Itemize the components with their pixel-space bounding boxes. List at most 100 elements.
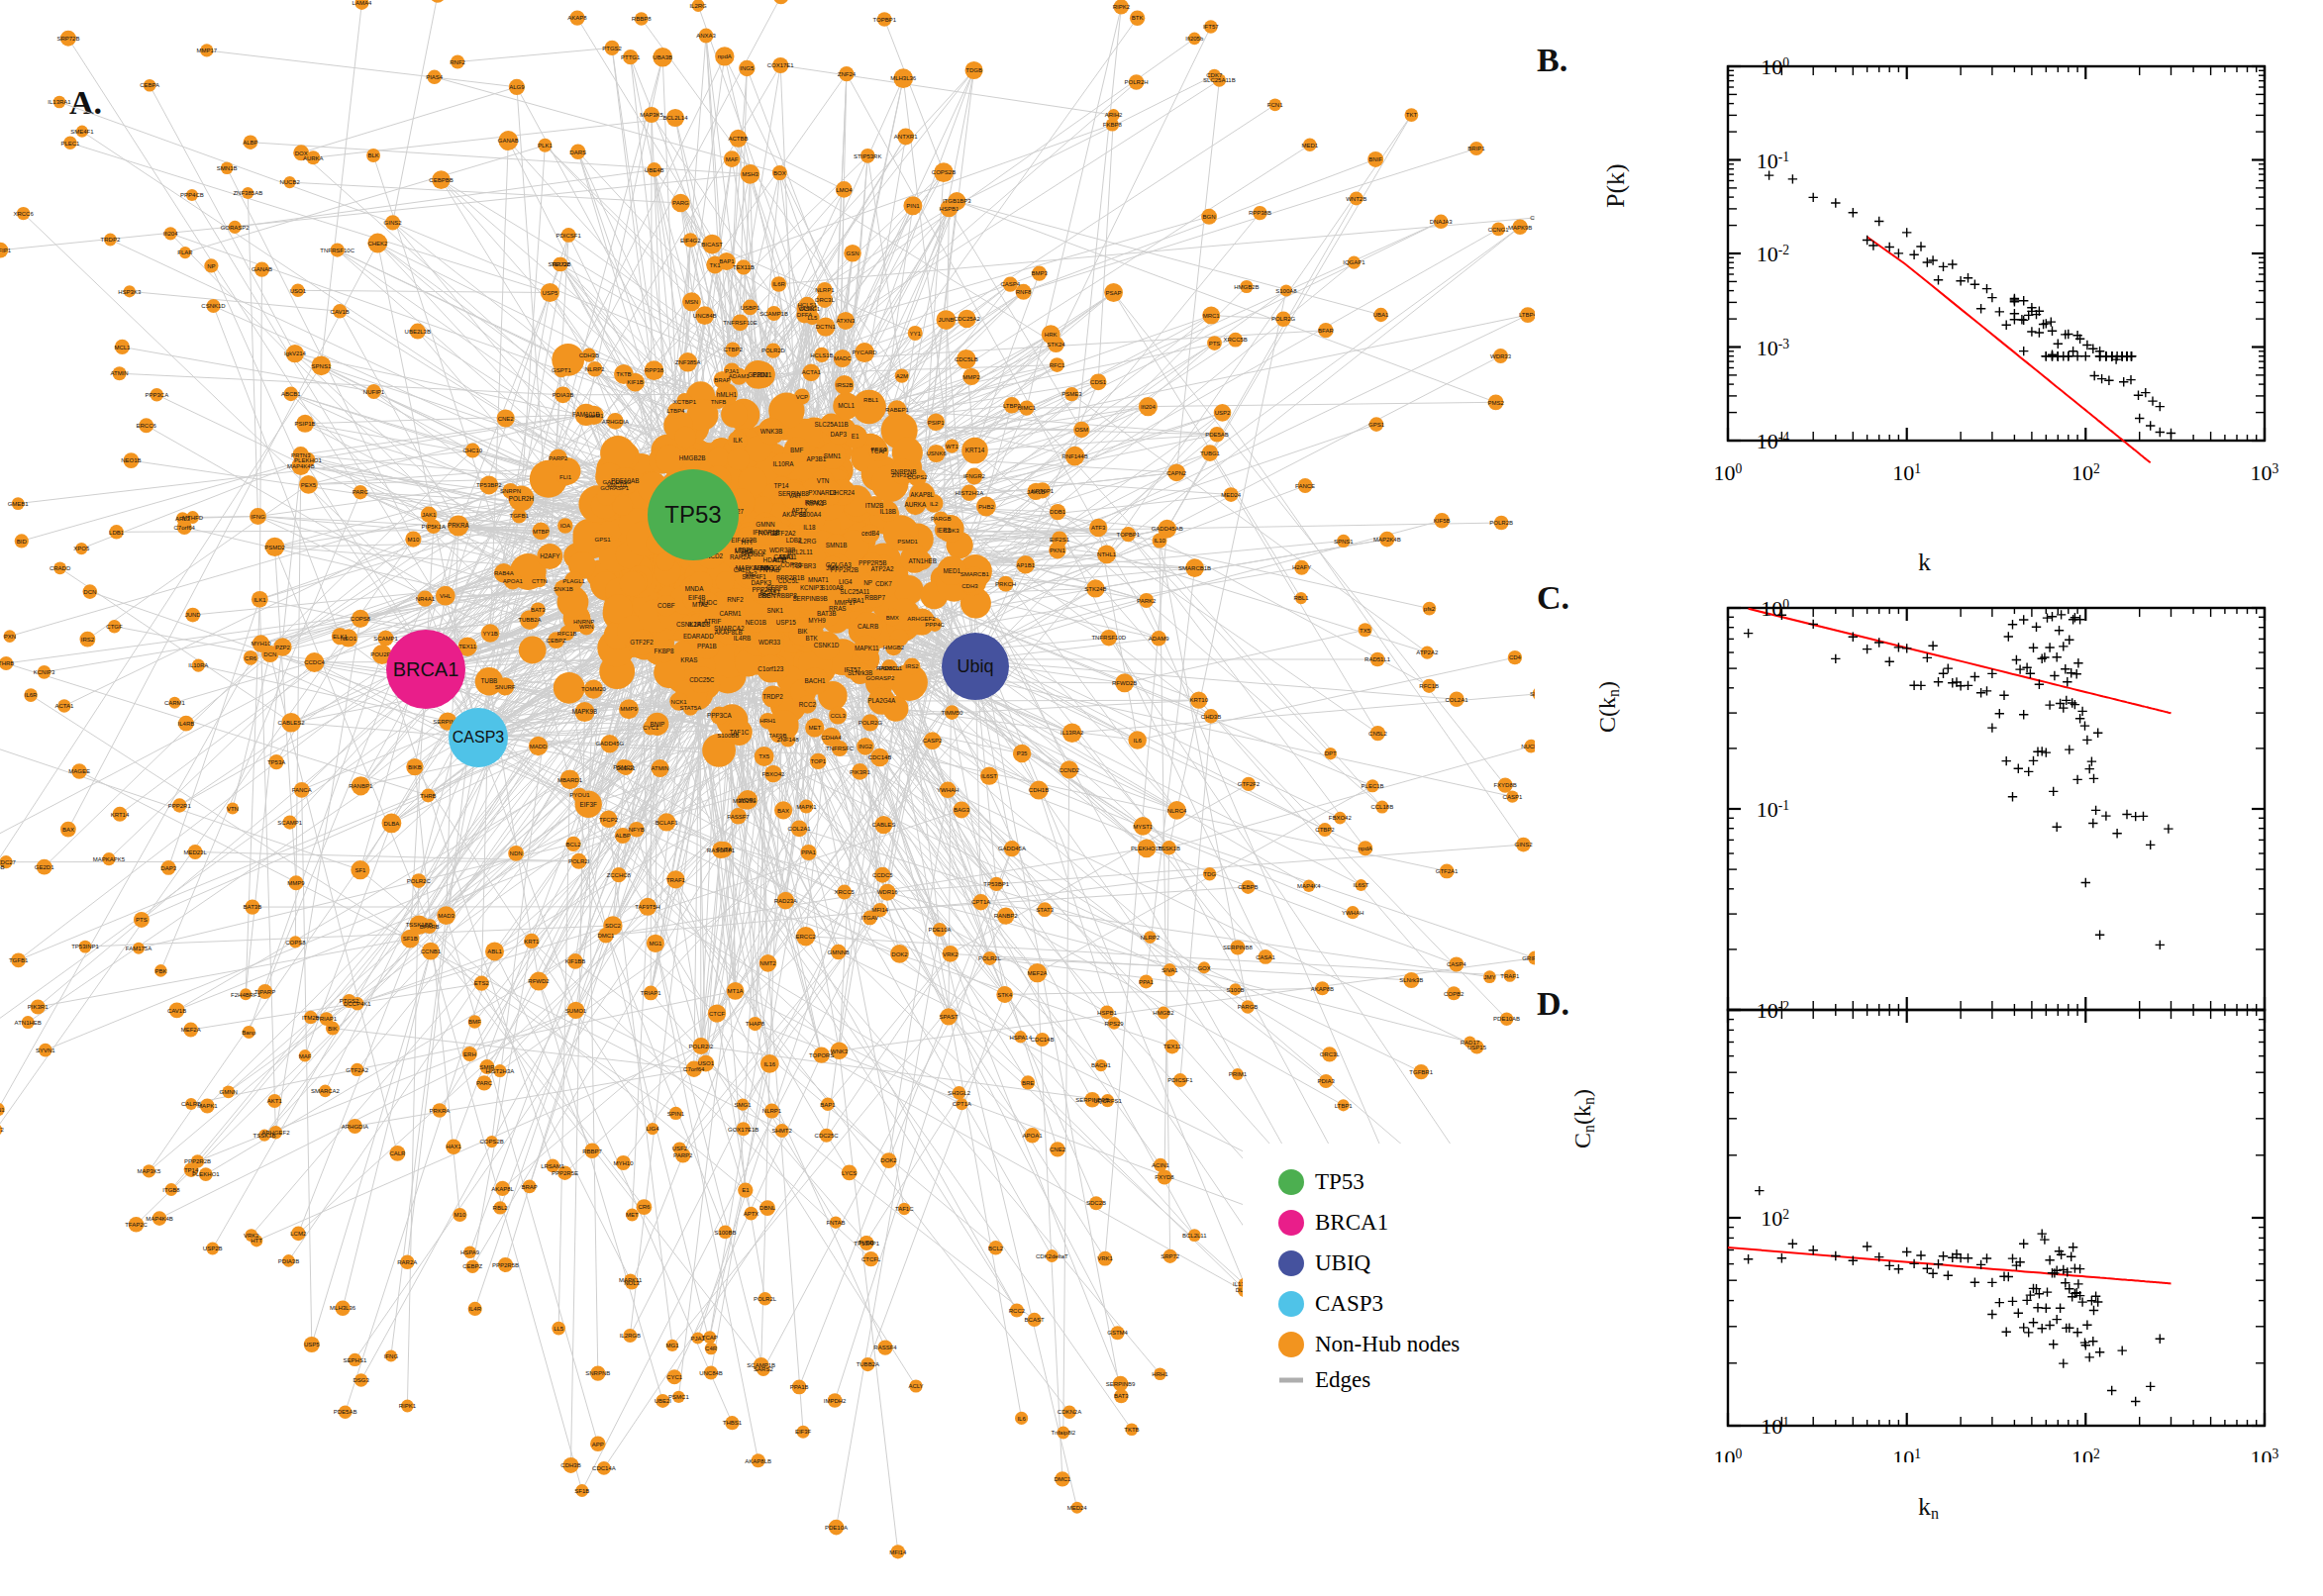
svg-text:BAP1: BAP1 xyxy=(820,1102,836,1108)
svg-text:IL4RB: IL4RB xyxy=(178,721,195,727)
svg-text:C1orf123: C1orf123 xyxy=(1530,215,1535,221)
svg-text:PDE10AB: PDE10AB xyxy=(1493,1016,1520,1022)
svg-text:RBL1: RBL1 xyxy=(863,397,879,403)
svg-text:SMARCB1B: SMARCB1B xyxy=(1178,565,1211,571)
svg-text:RFC1: RFC1 xyxy=(1050,362,1065,368)
svg-text:RASGRF1: RASGRF1 xyxy=(707,848,736,853)
svg-text:PPA1: PPA1 xyxy=(1139,979,1155,985)
svg-text:SLC25A11B: SLC25A11B xyxy=(814,421,848,428)
svg-text:CTTN: CTTN xyxy=(532,578,548,584)
svg-text:BNIF: BNIF xyxy=(1368,156,1382,162)
svg-text:MET: MET xyxy=(808,725,821,731)
svg-text:TSSK1BB: TSSK1BB xyxy=(406,922,433,928)
svg-text:NLRP2: NLRP2 xyxy=(1141,935,1161,941)
svg-text:LIG4: LIG4 xyxy=(646,1126,659,1132)
svg-text:GOX17E1B: GOX17E1B xyxy=(728,1127,758,1133)
svg-text:PIK3R1: PIK3R1 xyxy=(28,1004,49,1010)
svg-text:IL6ST: IL6ST xyxy=(1353,882,1368,888)
svg-text:TFAP2C: TFAP2C xyxy=(125,1222,148,1228)
svg-text:TOPBP1: TOPBP1 xyxy=(1117,532,1141,538)
svg-text:IFNG: IFNG xyxy=(251,514,265,520)
svg-text:GINS2: GINS2 xyxy=(384,220,403,226)
svg-text:ITGAV: ITGAV xyxy=(861,915,879,921)
svg-text:IFT57: IFT57 xyxy=(845,666,861,673)
svg-text:SNK1B: SNK1B xyxy=(554,586,573,592)
svg-text:TSSK1B: TSSK1B xyxy=(253,1133,276,1139)
svg-text:E1: E1 xyxy=(742,1187,750,1193)
svg-text:RBBP8: RBBP8 xyxy=(632,16,652,22)
svg-text:M10: M10 xyxy=(454,1212,466,1218)
svg-text:LAMA4: LAMA4 xyxy=(353,0,372,6)
svg-text:PTTG1: PTTG1 xyxy=(621,54,641,60)
svg-text:SCAMP1B: SCAMP1B xyxy=(759,311,788,317)
svg-text:PDICSF1: PDICSF1 xyxy=(1167,1077,1193,1083)
svg-text:VCP: VCP xyxy=(796,394,808,400)
svg-text:IL4RB: IL4RB xyxy=(734,635,752,642)
svg-text:COPB2: COPB2 xyxy=(1444,991,1464,997)
svg-text:CASP3: CASP3 xyxy=(453,729,505,746)
svg-text:TNFRSFC: TNFRSFC xyxy=(826,746,855,751)
svg-text:CEBPBB: CEBPBB xyxy=(429,177,453,183)
svg-text:ALG9: ALG9 xyxy=(509,84,525,90)
svg-text:BAT3: BAT3 xyxy=(531,607,546,613)
svg-text:AKAP8B: AKAP8B xyxy=(1311,986,1334,992)
svg-text:STAT5A: STAT5A xyxy=(679,705,701,711)
svg-text:Ifi204: Ifi204 xyxy=(163,231,178,237)
svg-text:E1: E1 xyxy=(852,433,859,440)
svg-text:IL2RG: IL2RG xyxy=(798,538,816,545)
svg-text:APOA1: APOA1 xyxy=(1022,1133,1043,1139)
svg-text:IL6R: IL6R xyxy=(772,281,785,287)
svg-text:AKAP8L: AKAP8L xyxy=(491,1186,514,1192)
svg-text:CPT1A: CPT1A xyxy=(971,899,990,905)
svg-text:USP15: USP15 xyxy=(1467,1045,1487,1050)
svg-text:DSG3: DSG3 xyxy=(354,1377,370,1383)
svg-text:XPO5: XPO5 xyxy=(73,546,90,551)
svg-text:DAP3: DAP3 xyxy=(830,431,847,438)
svg-text:IL13RA1: IL13RA1 xyxy=(48,99,71,105)
svg-text:YY1B: YY1B xyxy=(482,631,497,637)
svg-text:MRC1: MRC1 xyxy=(1203,313,1221,319)
svg-text:MAPK1: MAPK1 xyxy=(796,804,817,810)
svg-text:JUNB: JUNB xyxy=(939,317,955,323)
svg-text:F2H4BRF1: F2H4BRF1 xyxy=(231,992,261,998)
svg-text:NUCB1: NUCB1 xyxy=(1521,744,1535,749)
svg-text:SERPINB9B: SERPINB9B xyxy=(1075,1097,1109,1103)
svg-text:TOPBP1: TOPBP1 xyxy=(872,17,896,23)
svg-text:HSPB1: HSPB1 xyxy=(1097,1010,1117,1016)
svg-text:AKAP8LB: AKAP8LB xyxy=(745,1458,771,1464)
svg-text:IL16: IL16 xyxy=(763,1061,775,1067)
svg-text:UIMC1: UIMC1 xyxy=(1017,405,1036,411)
svg-text:KRT1: KRT1 xyxy=(524,939,540,945)
svg-text:USP2B: USP2B xyxy=(203,1246,223,1251)
svg-text:GANAB: GANAB xyxy=(252,266,272,272)
svg-text:BAT3: BAT3 xyxy=(1114,1393,1129,1399)
svg-text:100: 100 xyxy=(1761,54,1789,79)
svg-text:CDC14A: CDC14A xyxy=(592,1465,616,1471)
svg-text:MNDA: MNDA xyxy=(685,585,704,592)
svg-text:IFNGR1B: IFNGR1B xyxy=(753,529,779,536)
svg-text:FBXO42: FBXO42 xyxy=(761,771,785,777)
svg-text:MAPK1: MAPK1 xyxy=(197,1103,218,1109)
svg-text:EDARADD: EDARADD xyxy=(683,633,714,640)
svg-text:KIF1B: KIF1B xyxy=(627,379,644,385)
svg-text:GORASP2: GORASP2 xyxy=(221,225,251,231)
svg-text:ETS2: ETS2 xyxy=(474,980,490,986)
svg-text:cedB4: cedB4 xyxy=(861,530,879,537)
svg-text:ABL1: ABL1 xyxy=(487,948,502,954)
svg-text:WT1: WT1 xyxy=(946,444,959,449)
svg-text:PIK3R1: PIK3R1 xyxy=(850,769,870,775)
svg-text:TGFBR1: TGFBR1 xyxy=(1409,1069,1433,1075)
svg-text:TK1: TK1 xyxy=(710,262,722,268)
svg-text:SUMO1: SUMO1 xyxy=(565,1008,587,1014)
svg-text:CASA1: CASA1 xyxy=(773,553,794,560)
svg-text:PPP2R2B: PPP2R2B xyxy=(184,1158,211,1164)
svg-text:SPARC: SPARC xyxy=(1530,691,1535,697)
svg-text:RANBP1: RANBP1 xyxy=(349,783,373,789)
svg-text:GE2D1: GE2D1 xyxy=(35,864,54,870)
svg-text:CAV1B: CAV1B xyxy=(331,309,350,315)
svg-text:LTBP4: LTBP4 xyxy=(1519,312,1535,318)
svg-text:LYCS: LYCS xyxy=(842,1170,857,1176)
svg-text:UBA1: UBA1 xyxy=(848,597,864,604)
svg-text:UBA3B: UBA3B xyxy=(653,54,672,60)
svg-text:10-1: 10-1 xyxy=(1757,797,1789,822)
